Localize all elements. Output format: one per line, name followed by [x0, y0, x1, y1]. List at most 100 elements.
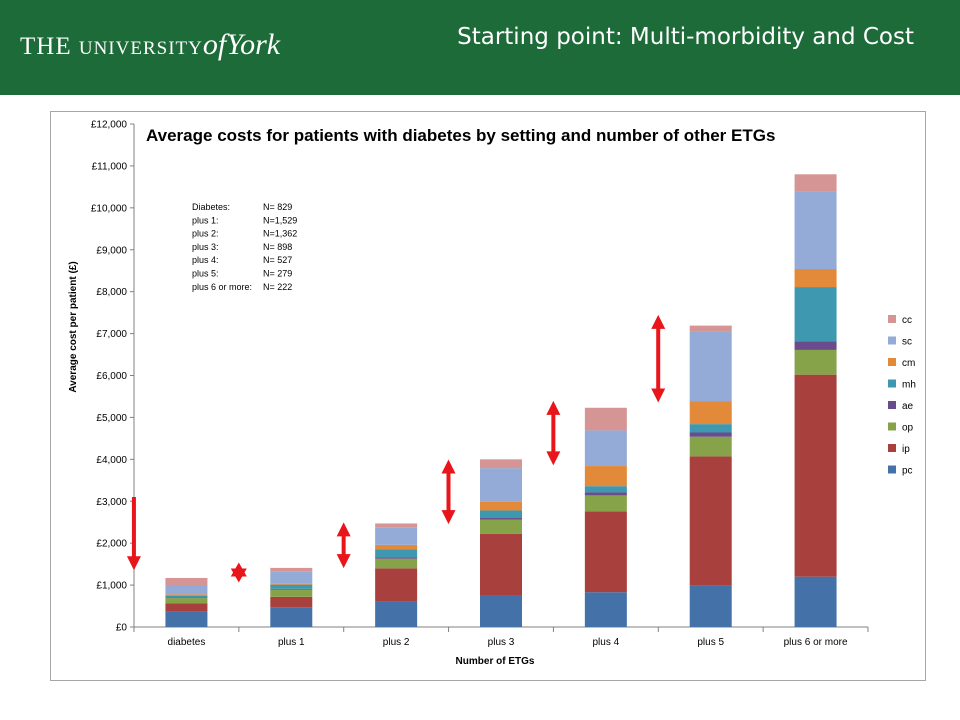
bar-segment-pc	[375, 601, 418, 627]
bar-segment-cm	[375, 544, 418, 550]
y-tick-label: £2,000	[96, 539, 127, 550]
bar-segment-mh	[165, 595, 208, 598]
bar-segment-op	[375, 558, 418, 569]
bar-segment-sc	[794, 191, 837, 270]
y-tick-label: £8,000	[96, 287, 127, 298]
annotation-label: plus 2:	[192, 229, 219, 239]
bar-segment-sc	[689, 331, 732, 402]
y-tick-label: £10,000	[91, 203, 128, 214]
bar-segment-cm	[165, 594, 208, 596]
legend: cc sc cm mh ae op ip pc	[888, 315, 916, 477]
bar-segment-op	[480, 519, 522, 534]
bar-segment-ip	[375, 568, 418, 602]
star-arrowhead-down	[230, 568, 247, 583]
bar-segment-op	[689, 436, 732, 457]
stacked-bar-chart: Average costs for patients with diabetes…	[68, 120, 916, 668]
bar-segment-ae	[165, 597, 208, 599]
arrowhead-down	[546, 451, 561, 466]
arrows	[126, 314, 666, 583]
bar-segment-pc	[165, 611, 208, 627]
bar-segment-pc	[480, 595, 522, 627]
annotation-value: N= 222	[263, 282, 292, 292]
bar-segment-mh	[689, 424, 732, 433]
bar-segment-mh	[480, 510, 522, 519]
bar-segment-op	[270, 589, 313, 597]
x-tick-label: plus 1	[278, 637, 305, 648]
legend-swatch-cc	[888, 315, 896, 323]
bars	[165, 174, 837, 627]
legend-label-sc: sc	[902, 337, 912, 348]
legend-swatch-cm	[888, 358, 896, 366]
y-tick-label: £4,000	[96, 455, 127, 466]
bar-segment-cc	[689, 325, 732, 332]
x-tick-label: plus 4	[593, 637, 620, 648]
y-tick-label: £3,000	[96, 497, 127, 508]
bar-segment-cc	[584, 407, 627, 431]
bar-segment-ip	[480, 533, 522, 596]
bar-segment-cc	[794, 174, 837, 192]
annotation-value: N=1,529	[263, 215, 297, 225]
y-tick-label: £11,000	[92, 161, 128, 172]
bar-segment-op	[794, 349, 837, 375]
annotation-label: plus 6 or more:	[192, 282, 252, 292]
arrowhead	[126, 556, 141, 571]
arrowhead-down	[651, 388, 666, 403]
bar-segment-pc	[270, 607, 313, 627]
slide-title: Starting point: Multi-morbidity and Cost	[457, 24, 914, 50]
bar-segment-cm	[270, 583, 313, 585]
arrowhead-up	[651, 314, 666, 329]
bar-segment-ae	[794, 341, 837, 350]
annotation-value: N= 279	[263, 269, 292, 279]
x-tick-label: diabetes	[168, 637, 206, 648]
annotation-value: N= 527	[263, 255, 292, 265]
bar-segment-sc	[480, 468, 522, 502]
annotation-value: N= 898	[263, 242, 292, 252]
bar-segment-cm	[480, 501, 522, 511]
bar-segment-pc	[689, 585, 732, 627]
arrowhead-up	[336, 522, 351, 537]
annotation-label: Diabetes:	[192, 202, 230, 212]
bar-segment-ae	[270, 588, 313, 590]
annotation-label: plus 4:	[192, 255, 219, 265]
bar-segment-cc	[165, 577, 208, 586]
x-tick-label: plus 5	[697, 637, 724, 648]
bar-segment-pc	[794, 576, 837, 627]
bar-segment-ip	[165, 603, 208, 612]
bar-segment-mh	[270, 584, 313, 589]
legend-swatch-ae	[888, 401, 896, 409]
bar-segment-pc	[584, 592, 627, 627]
bar-segment-ae	[689, 432, 732, 437]
bar-segment-mh	[584, 486, 627, 493]
bar-segment-ip	[689, 456, 732, 586]
annotation-label: plus 1:	[192, 215, 219, 225]
y-tick-label: £6,000	[96, 371, 127, 382]
bar-segment-ae	[375, 557, 418, 559]
bar-segment-op	[165, 598, 208, 604]
header-bar: THE UNIVERSITYofYork Starting point: Mul…	[0, 0, 960, 95]
x-axis-title: Number of ETGs	[456, 656, 535, 667]
legend-label-op: op	[902, 423, 914, 434]
legend-swatch-ip	[888, 444, 896, 452]
bar-segment-sc	[270, 571, 313, 584]
bar-segment-cm	[794, 269, 837, 288]
legend-label-cm: cm	[902, 358, 915, 369]
chart-title: Average costs for patients with diabetes…	[146, 126, 775, 145]
legend-label-mh: mh	[902, 380, 916, 391]
legend-label-ip: ip	[902, 444, 910, 455]
bar-segment-cc	[375, 523, 418, 528]
y-tick-label: £0	[116, 623, 128, 634]
bar-segment-ip	[584, 511, 627, 593]
bar-segment-cc	[270, 567, 313, 572]
bar-segment-ip	[794, 374, 837, 577]
university-logo: THE UNIVERSITYofYork	[20, 28, 281, 61]
annotation-label: plus 3:	[192, 242, 219, 252]
legend-swatch-op	[888, 422, 896, 431]
bar-segment-ae	[584, 492, 627, 496]
legend-swatch-pc	[888, 465, 896, 474]
bar-segment-sc	[375, 527, 418, 545]
bar-segment-mh	[375, 549, 418, 558]
x-tick-label: plus 3	[488, 637, 515, 648]
y-tick-label: £1,000	[96, 581, 127, 592]
legend-swatch-sc	[888, 336, 896, 345]
bar-segment-op	[584, 495, 627, 512]
